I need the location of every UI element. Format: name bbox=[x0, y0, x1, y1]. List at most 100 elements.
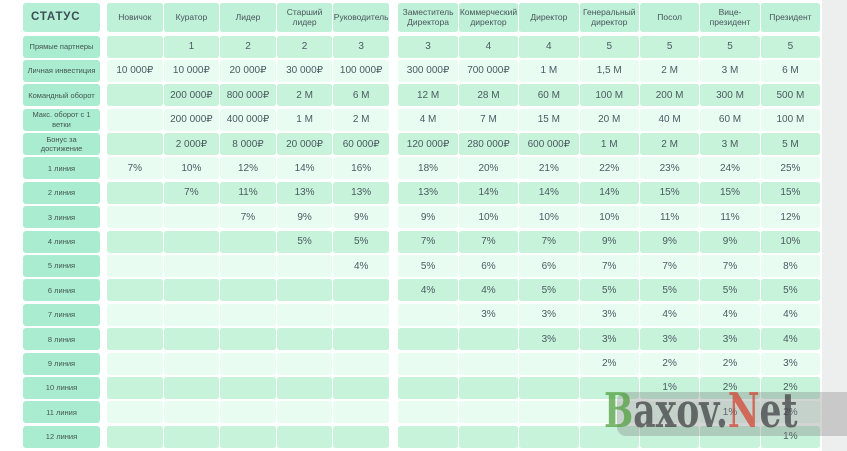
table-cell bbox=[107, 255, 163, 278]
table-cell bbox=[163, 230, 220, 253]
table-cell: 4 bbox=[519, 35, 579, 58]
row-label: 9 линия bbox=[23, 352, 100, 375]
table-row: 8 линия 3% 3% 3% 3% 4% bbox=[23, 328, 821, 351]
table-cell: 5 bbox=[760, 35, 821, 58]
column-header: Лидер bbox=[220, 3, 276, 32]
table-cell bbox=[163, 352, 220, 375]
table-cell: 11% bbox=[639, 206, 700, 229]
table-cell: 7% bbox=[220, 206, 276, 229]
table-cell bbox=[220, 303, 276, 326]
table-cell bbox=[220, 352, 276, 375]
table-cell: 15% bbox=[700, 181, 760, 204]
table-cell: 12 М bbox=[398, 84, 458, 107]
table-cell: 1 М bbox=[519, 59, 579, 82]
column-header: Генеральный директор bbox=[579, 3, 639, 32]
table-cell bbox=[107, 352, 163, 375]
table-cell: 3 bbox=[398, 35, 458, 58]
table-cell: 5% bbox=[639, 279, 700, 302]
column-header: Новичок bbox=[107, 3, 163, 32]
table-cell: 24% bbox=[700, 157, 760, 180]
table-cell: 1 М bbox=[579, 133, 639, 156]
row-label: Бонус за достижение bbox=[23, 133, 100, 156]
table-cell bbox=[458, 401, 519, 424]
table-cell: 2 bbox=[220, 35, 276, 58]
table-cell: 2 М bbox=[333, 108, 389, 131]
table-cell: 8 000₽ bbox=[220, 133, 276, 156]
table-cell: 5% bbox=[579, 279, 639, 302]
table-cell: 200 000₽ bbox=[163, 108, 220, 131]
table-cell: 5% bbox=[398, 255, 458, 278]
table-row: 7 линия 3% 3% 3% 4% 4% 4% bbox=[23, 303, 821, 326]
table-row: 2 линия 7% 11% 13% 13% 13% 14% 14% 14% 15% 15% 15% bbox=[23, 181, 821, 204]
table-cell: 10% bbox=[163, 157, 220, 180]
table-cell: 5% bbox=[519, 279, 579, 302]
row-label: 2 линия bbox=[23, 181, 100, 204]
table-cell bbox=[276, 425, 333, 448]
table-cell bbox=[107, 425, 163, 448]
table-cell: 14% bbox=[276, 157, 333, 180]
table-cell: 5 bbox=[639, 35, 700, 58]
table-cell: 280 000₽ bbox=[458, 133, 519, 156]
column-header: Президент bbox=[760, 3, 821, 32]
table-cell: 1 bbox=[163, 35, 220, 58]
table-cell: 10 000₽ bbox=[107, 59, 163, 82]
table-row: 6 линия 4% 4% 5% 5% 5% 5% 5% bbox=[23, 279, 821, 302]
table-cell bbox=[398, 303, 458, 326]
row-label: Личная инвестиция bbox=[23, 59, 100, 82]
row-label: 3 линия bbox=[23, 206, 100, 229]
table-cell: 6 М bbox=[333, 84, 389, 107]
table-cell bbox=[220, 376, 276, 399]
table-cell bbox=[107, 279, 163, 302]
table-cell: 13% bbox=[398, 181, 458, 204]
watermark-part: . bbox=[715, 383, 728, 439]
table-cell: 10 000₽ bbox=[163, 59, 220, 82]
table-cell: 20 000₽ bbox=[276, 133, 333, 156]
table-cell: 100 000₽ bbox=[333, 59, 389, 82]
table-cell: 9% bbox=[333, 206, 389, 229]
table-cell: 600 000₽ bbox=[519, 133, 579, 156]
table-cell: 2 000₽ bbox=[163, 133, 220, 156]
table-row: 9 линия 2% 2% 2% 3% bbox=[23, 352, 821, 375]
table-cell: 2% bbox=[760, 376, 821, 399]
table-cell: 100 М bbox=[760, 108, 821, 131]
table-cell: 22% bbox=[579, 157, 639, 180]
table-cell bbox=[220, 255, 276, 278]
table-cell bbox=[107, 328, 163, 351]
table-cell: 2 М bbox=[639, 133, 700, 156]
table-cell: 7 М bbox=[458, 108, 519, 131]
right-margin-strip bbox=[822, 0, 847, 451]
table-cell: 7% bbox=[398, 230, 458, 253]
table-cell bbox=[398, 401, 458, 424]
table-header-row: СТАТУС Новичок Куратор Лидер Старший лидер Р… bbox=[23, 3, 821, 32]
table-cell bbox=[458, 328, 519, 351]
table-cell: 4% bbox=[760, 328, 821, 351]
watermark-baxov-net: Baxov.Net bbox=[604, 387, 797, 435]
table-cell bbox=[333, 352, 389, 375]
status-compensation-table: СТАТУС Новичок Куратор Лидер Старший лидер Р… bbox=[23, 3, 821, 450]
table-cell: 4 М bbox=[398, 108, 458, 131]
row-label: Командный оборот bbox=[23, 84, 100, 107]
table-cell: 2% bbox=[700, 376, 760, 399]
table-cell bbox=[333, 328, 389, 351]
table-cell bbox=[276, 279, 333, 302]
row-label: 1 линия bbox=[23, 157, 100, 180]
table-row: 4 линия 5% 5% 7% 7% 7% 9% 9% 9% 10% bbox=[23, 230, 821, 253]
table-cell: 4% bbox=[398, 279, 458, 302]
table-cell: 3% bbox=[458, 303, 519, 326]
table-cell: 1% bbox=[700, 401, 760, 424]
table-cell bbox=[107, 35, 163, 58]
watermark-part: B bbox=[604, 383, 634, 439]
table-cell bbox=[519, 352, 579, 375]
table-cell: 5 bbox=[700, 35, 760, 58]
table-cell bbox=[107, 206, 163, 229]
table-cell: 4 bbox=[458, 35, 519, 58]
table-cell bbox=[163, 206, 220, 229]
table-cell bbox=[107, 303, 163, 326]
table-cell bbox=[639, 401, 700, 424]
table-cell bbox=[107, 230, 163, 253]
table-cell: 21% bbox=[519, 157, 579, 180]
table-cell: 500 М bbox=[760, 84, 821, 107]
table-cell: 300 000₽ bbox=[398, 59, 458, 82]
